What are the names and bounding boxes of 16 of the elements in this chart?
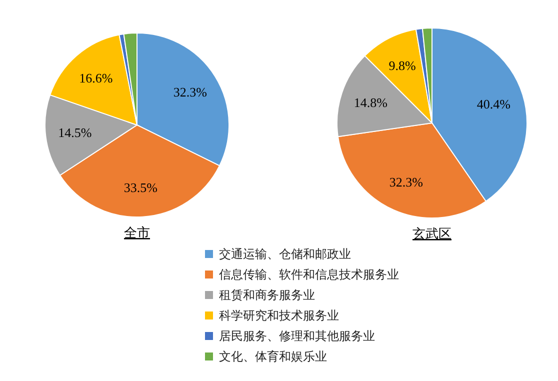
data-label: 9.8% <box>388 58 416 74</box>
legend-label: 信息传输、软件和信息技术服务业 <box>219 268 399 282</box>
legend-label: 文化、体育和娱乐业 <box>219 350 327 364</box>
data-label: 16.6% <box>79 70 113 86</box>
data-label: 33.5% <box>124 180 158 195</box>
data-label: 14.8% <box>354 95 388 110</box>
text: 玄武区 <box>412 226 452 241</box>
legend-label: 科学研究和技术服务业 <box>219 308 339 322</box>
data-label: 32.3% <box>389 174 424 190</box>
legend-label: 租赁和商务服务业 <box>219 288 315 302</box>
data-label: 14.5% <box>58 125 92 140</box>
data-label: 40.4% <box>476 96 511 112</box>
text: 全市 <box>124 225 150 240</box>
legend-label: 交通运输、仓储和邮政业 <box>219 247 351 261</box>
legend-label: 居民服务、修理和其他服务业 <box>219 329 375 343</box>
data-label: 32.3% <box>173 84 208 100</box>
